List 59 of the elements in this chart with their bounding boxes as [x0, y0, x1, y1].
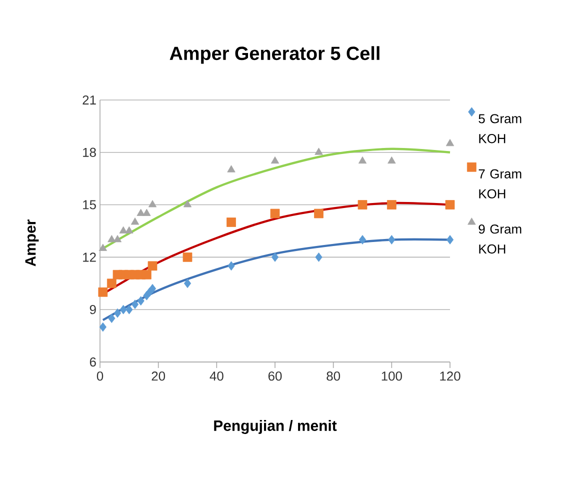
y-tick-label: 6 — [90, 357, 96, 367]
point — [126, 304, 133, 314]
y-tick-label: 12 — [83, 252, 96, 262]
point — [114, 308, 122, 318]
legend-label: 7 Gram KOH — [478, 169, 522, 198]
x-tick-label: 40 — [210, 372, 224, 381]
point — [358, 200, 368, 210]
point — [98, 244, 108, 251]
point — [148, 261, 158, 271]
point — [386, 200, 396, 210]
x-tick-label: 120 — [440, 372, 460, 381]
point — [148, 284, 156, 294]
x-tick-label: 100 — [382, 372, 402, 381]
y-tick-label: 18 — [83, 148, 96, 157]
x-axis-title: Pengujian / menit — [214, 420, 337, 434]
point — [445, 200, 455, 210]
point — [184, 278, 192, 288]
point — [137, 296, 144, 306]
x-tick-label: 0 — [96, 372, 104, 381]
point — [120, 304, 127, 314]
point — [108, 314, 116, 323]
point — [358, 156, 367, 164]
point — [270, 156, 280, 164]
point — [227, 165, 236, 172]
y-tick-label: 21 — [82, 95, 96, 105]
point — [98, 287, 108, 297]
point — [271, 252, 279, 262]
point — [113, 235, 122, 242]
point — [315, 252, 322, 262]
point — [106, 278, 116, 288]
point — [228, 261, 235, 271]
point — [314, 208, 324, 218]
point — [142, 208, 151, 216]
chart-title: Amper Generator 5 Cell — [170, 46, 380, 64]
x-tick-label: 60 — [268, 372, 282, 381]
point — [182, 252, 192, 262]
y-tick-label: 15 — [83, 200, 96, 210]
legend-label: 5 Gram KOH — [478, 114, 522, 144]
point — [388, 156, 396, 164]
point — [99, 322, 106, 332]
y-tick-label: 9 — [90, 304, 96, 314]
point — [270, 208, 280, 218]
point — [183, 200, 192, 208]
point — [125, 226, 134, 234]
point — [446, 235, 454, 244]
point — [358, 235, 366, 244]
point — [446, 138, 454, 146]
point — [148, 200, 157, 208]
y-axis-title: Amper — [25, 220, 39, 266]
point — [108, 235, 116, 242]
point — [314, 148, 323, 155]
legend-label: 9 Gram KOH — [478, 224, 522, 254]
point — [142, 270, 152, 280]
point — [131, 300, 139, 310]
point — [388, 235, 396, 244]
x-tick-label: 20 — [152, 372, 166, 381]
x-tick-label: 80 — [326, 372, 340, 381]
point — [130, 218, 140, 225]
point — [226, 218, 236, 227]
